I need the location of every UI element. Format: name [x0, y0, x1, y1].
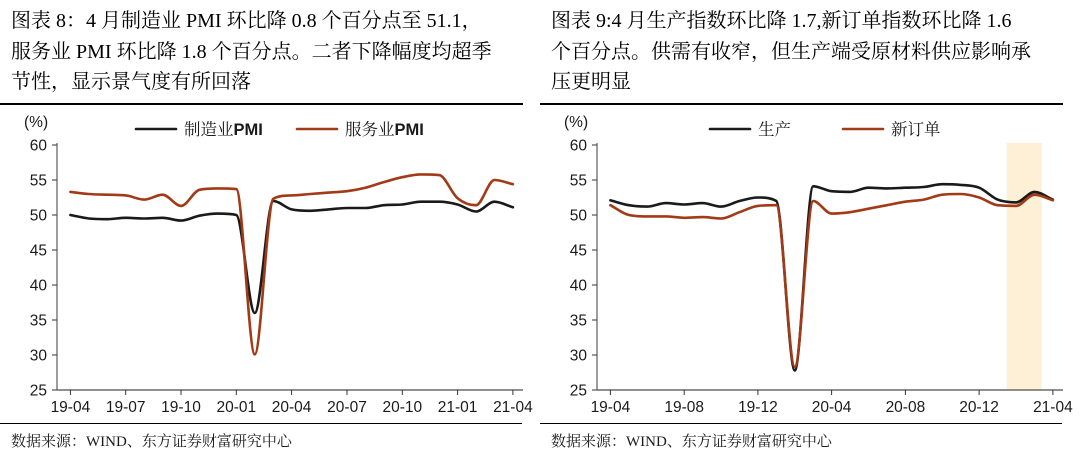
svg-text:19-04: 19-04 — [591, 399, 631, 412]
svg-text:50: 50 — [30, 208, 48, 225]
svg-text:50: 50 — [570, 208, 588, 225]
svg-text:20-07: 20-07 — [327, 399, 367, 412]
svg-text:40: 40 — [570, 278, 588, 295]
svg-text:19-08: 19-08 — [664, 399, 704, 412]
svg-text:55: 55 — [30, 173, 47, 190]
svg-text:制造业PMI: 制造业PMI — [184, 120, 263, 139]
svg-text:19-04: 19-04 — [51, 399, 91, 412]
svg-text:60: 60 — [570, 138, 588, 155]
svg-text:30: 30 — [570, 348, 588, 365]
svg-text:20-04: 20-04 — [812, 399, 852, 412]
svg-text:新订单: 新订单 — [891, 120, 941, 139]
svg-text:60: 60 — [30, 138, 48, 155]
svg-text:25: 25 — [30, 383, 47, 400]
svg-text:20-08: 20-08 — [886, 399, 926, 412]
svg-text:(%): (%) — [24, 114, 48, 131]
svg-text:45: 45 — [570, 243, 587, 260]
svg-text:20-01: 20-01 — [216, 399, 256, 412]
svg-text:(%): (%) — [564, 114, 588, 131]
svg-text:40: 40 — [30, 278, 48, 295]
svg-text:服务业PMI: 服务业PMI — [345, 120, 424, 139]
svg-text:55: 55 — [570, 173, 587, 190]
svg-text:21-04: 21-04 — [493, 399, 533, 412]
svg-text:25: 25 — [570, 383, 587, 400]
svg-text:20-10: 20-10 — [382, 399, 422, 412]
svg-text:21-01: 21-01 — [438, 399, 478, 412]
svg-text:20-12: 20-12 — [959, 399, 999, 412]
svg-text:21-04: 21-04 — [1033, 399, 1073, 412]
svg-text:生产: 生产 — [758, 120, 791, 139]
svg-text:19-12: 19-12 — [738, 399, 778, 412]
svg-text:35: 35 — [570, 313, 587, 330]
svg-text:30: 30 — [30, 348, 48, 365]
svg-text:35: 35 — [30, 313, 47, 330]
svg-text:19-07: 19-07 — [106, 399, 146, 412]
svg-text:19-10: 19-10 — [161, 399, 201, 412]
svg-text:20-04: 20-04 — [272, 399, 312, 412]
svg-text:45: 45 — [30, 243, 47, 260]
